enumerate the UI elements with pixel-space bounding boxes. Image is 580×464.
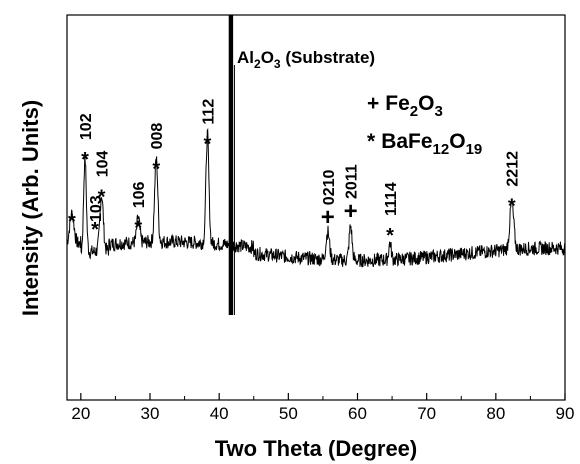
legend-bafe12o19-sub1: 12: [433, 141, 450, 158]
x-tick-label: 90: [556, 404, 575, 423]
substrate-annotation: Al2O3 (Substrate): [237, 48, 375, 71]
peak-label: 0210: [321, 170, 338, 206]
peak-label: 1114: [383, 182, 400, 216]
peak-label: 2212: [505, 151, 522, 187]
x-tick-label: 60: [348, 404, 367, 423]
peak-marker: *: [204, 134, 212, 156]
x-axis-ticks: 20 30 40 50 60 70 80 90: [71, 393, 574, 423]
x-tick-label: 70: [417, 404, 436, 423]
legend-fe2o3-sub2: 3: [434, 103, 442, 120]
substrate-suffix: (Substrate): [281, 48, 375, 67]
legend-bafe12o19-marker: *: [367, 130, 376, 153]
peak-label: 106: [131, 182, 148, 209]
substrate-sub2: 3: [274, 57, 281, 71]
x-tick-label: 50: [279, 404, 298, 423]
peak-marker: *: [152, 158, 160, 180]
peak-label: 008: [149, 123, 166, 150]
x-tick-label: 20: [71, 404, 90, 423]
peak-labels: **102*104*106*008 *112+0210+2011*1114 *221…: [68, 99, 522, 247]
legend-fe2o3-base: Fe: [385, 92, 410, 115]
peak-marker: *: [81, 149, 89, 171]
peak-label: 104: [95, 151, 112, 178]
legend-fe2o3-sub1: 2: [410, 103, 418, 120]
peak-label: 103: [88, 195, 105, 222]
legend-bafe12o19-base: BaFe: [381, 130, 432, 153]
y-axis-title: Intensity (Arb. Units): [18, 100, 43, 316]
x-tick-label: 80: [486, 404, 505, 423]
peak-marker: *: [508, 196, 516, 218]
peak-marker: *: [68, 211, 76, 233]
xrd-trace: [66, 127, 566, 268]
peak-label: 2011: [344, 164, 361, 199]
peak-marker: +: [344, 198, 358, 225]
peak-marker: *: [386, 225, 394, 247]
plot-frame: [66, 14, 566, 401]
substrate-prefix: Al: [237, 48, 254, 67]
x-tick-label: 30: [141, 404, 160, 423]
peak-marker: +: [321, 204, 335, 231]
substrate-peak-bar: [228, 15, 234, 315]
peak-marker: *: [91, 219, 99, 241]
substrate-sub1: 2: [254, 57, 261, 71]
x-axis-title: Two Theta (Degree): [215, 436, 418, 461]
legend-fe2o3: + Fe2O3: [367, 92, 443, 120]
peak-label: 112: [200, 99, 217, 125]
legend-fe2o3-mid: O: [418, 92, 434, 115]
legend-fe2o3-marker: +: [367, 92, 379, 115]
legend-bafe12o19-mid: O: [449, 130, 465, 153]
x-tick-label: 40: [210, 404, 229, 423]
peak-label: 102: [78, 113, 95, 140]
substrate-mid: O: [261, 48, 274, 67]
peak-lines: [228, 15, 235, 315]
legend-bafe12o19: * BaFe12O19: [367, 130, 482, 158]
peak-marker: *: [134, 217, 142, 239]
legend-bafe12o19-sub2: 19: [466, 141, 483, 158]
peak-marker: *: [98, 186, 106, 208]
